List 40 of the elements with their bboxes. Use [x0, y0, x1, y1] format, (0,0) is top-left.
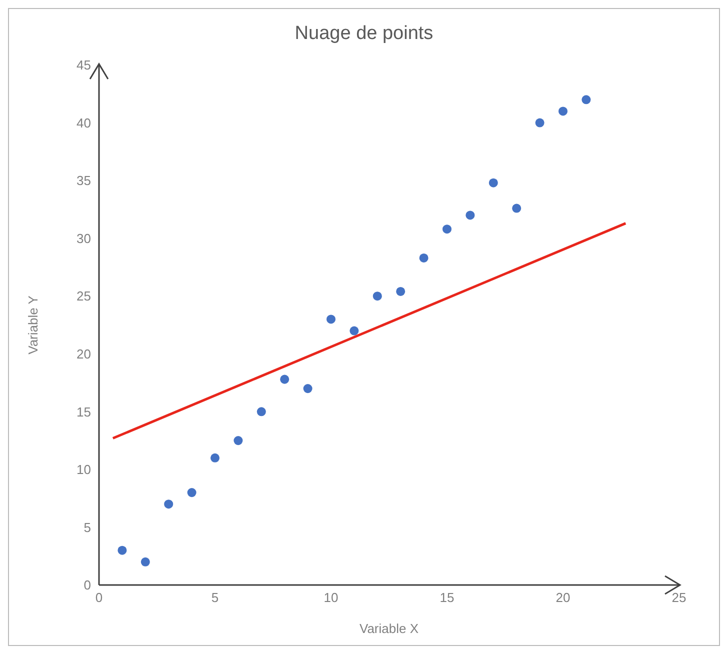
x-tick-label: 5 [211, 590, 219, 606]
x-axis-title: Variable X [359, 621, 419, 636]
point [326, 314, 336, 324]
y-axis-title: Variable Y [26, 295, 41, 354]
point [118, 546, 127, 555]
point [535, 118, 544, 128]
point [558, 106, 568, 116]
point [164, 500, 174, 509]
point [303, 384, 312, 394]
y-tick-label: 35 [76, 173, 91, 188]
y-tick-label: 20 [76, 346, 91, 362]
point [419, 253, 428, 262]
point [466, 210, 475, 220]
y-tick-label: 30 [76, 230, 91, 246]
point [396, 286, 406, 296]
x-tick-label: 0 [95, 590, 103, 606]
point [140, 557, 150, 566]
point [256, 407, 266, 416]
point [488, 178, 498, 188]
y-tick-label: 25 [76, 288, 91, 304]
point [372, 292, 382, 301]
point [442, 224, 452, 234]
y-tick-label: 0 [84, 578, 91, 593]
x-tick-label: 25 [672, 590, 686, 606]
x-tick-label: 15 [440, 590, 454, 606]
x-tick-label: 10 [324, 590, 338, 606]
x-tick-label: 20 [556, 590, 570, 606]
point [350, 326, 359, 336]
chart-title: Nuage de points [294, 22, 434, 45]
y-tick-label: 40 [76, 115, 91, 130]
point [210, 453, 220, 462]
y-tick-label: 10 [76, 462, 91, 478]
point [187, 488, 196, 498]
y-tick-label: 5 [84, 520, 91, 535]
point [234, 436, 243, 446]
point [280, 374, 290, 384]
y-tick-label: 15 [76, 404, 91, 420]
y-tick-label: 45 [76, 58, 91, 73]
point [582, 95, 591, 104]
point [512, 204, 522, 213]
